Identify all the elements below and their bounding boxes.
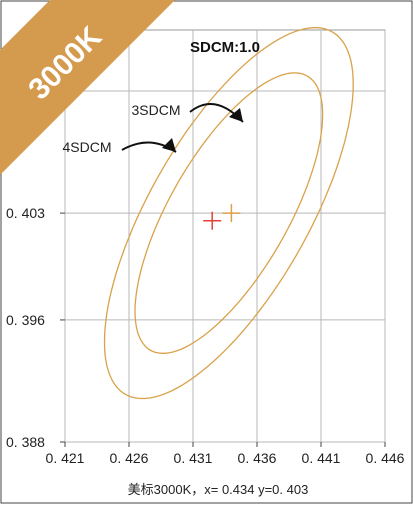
x-tick-label: 0. 446	[366, 450, 405, 466]
footer-caption: 美标3000K，x= 0.434 y=0. 403	[128, 482, 309, 497]
badge-ribbon	[0, 0, 175, 175]
x-axis: 0. 421 0. 426 0. 431 0. 436 0. 441 0. 446	[46, 442, 405, 466]
arrow-3sdcm-head	[229, 108, 243, 122]
y-tick-label: 0. 403	[6, 205, 45, 221]
point-measured	[222, 204, 241, 223]
ellipse-4sdcm	[103, 27, 354, 400]
x-tick-label: 0. 441	[302, 450, 341, 466]
plot-area	[64, 29, 386, 443]
point-target	[203, 211, 222, 230]
x-tick-label: 0. 426	[110, 450, 149, 466]
x-tick-label: 0. 436	[238, 450, 277, 466]
x-tick-label: 0. 431	[174, 450, 213, 466]
annotation-3sdcm: 3SDCM	[131, 102, 180, 118]
annotations: 3SDCM 4SDCM	[62, 102, 244, 155]
x-tick-label: 0. 421	[46, 450, 85, 466]
arrow-4sdcm-head	[162, 138, 176, 152]
y-tick-label: 0. 388	[6, 434, 45, 450]
annotation-4sdcm: 4SDCM	[62, 139, 111, 155]
y-tick-label: 0. 396	[6, 312, 45, 328]
chart-title: SDCM:1.0	[190, 39, 260, 56]
points	[203, 204, 241, 230]
